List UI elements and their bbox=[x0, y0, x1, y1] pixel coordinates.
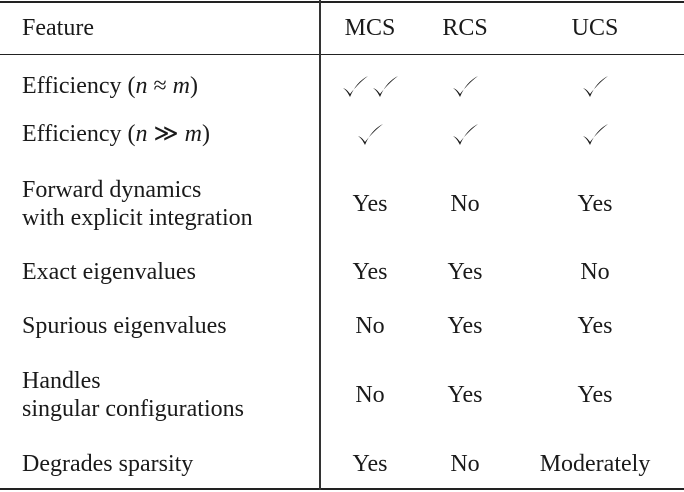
value-cell: Yes bbox=[352, 451, 388, 477]
feature-line: Handles bbox=[22, 368, 101, 394]
feature-line: Exact eigenvalues bbox=[22, 259, 196, 285]
bottom-rule bbox=[0, 488, 684, 490]
top-rule bbox=[0, 1, 684, 3]
feature-cell: Efficiency (n ≫ m) bbox=[22, 120, 210, 148]
value-cell: Moderately bbox=[539, 451, 651, 477]
feature-line: Degrades sparsity bbox=[22, 451, 194, 477]
feature-line: Forward dynamics bbox=[22, 177, 202, 203]
checkmark-icon bbox=[340, 75, 370, 99]
math-variable: m bbox=[184, 121, 202, 147]
column-divider bbox=[319, 0, 321, 490]
checkmark-icon bbox=[580, 75, 610, 99]
value-cell: Yes bbox=[352, 191, 388, 217]
feature-line: with explicit integration bbox=[22, 205, 253, 231]
value-cell: No bbox=[450, 191, 480, 217]
feature-cell: Spurious eigenvalues bbox=[22, 312, 227, 340]
feature-text: ) bbox=[201, 121, 210, 147]
checkmark-icon bbox=[580, 123, 610, 147]
header-mcs: MCS bbox=[344, 15, 396, 41]
feature-cell: Exact eigenvalues bbox=[22, 258, 196, 286]
math-variable: n bbox=[135, 121, 148, 147]
math-variable: n bbox=[135, 73, 148, 99]
header-feature: Feature bbox=[22, 15, 94, 41]
checkmark-icon bbox=[355, 123, 385, 147]
feature-text: Efficiency ( bbox=[22, 73, 136, 99]
feature-text: ≫ bbox=[147, 121, 185, 147]
feature-cell: Handles singular configurations bbox=[22, 367, 244, 423]
value-cell: Yes bbox=[577, 191, 613, 217]
feature-cell: Efficiency (n ≈ m) bbox=[22, 72, 198, 100]
value-cell: No bbox=[450, 451, 480, 477]
feature-cell: Degrades sparsity bbox=[22, 450, 193, 478]
value-cell: No bbox=[355, 313, 385, 339]
check-cell bbox=[580, 72, 610, 100]
value-cell: Yes bbox=[447, 313, 483, 339]
check-cell bbox=[450, 72, 480, 100]
checkmark-icon bbox=[370, 75, 400, 99]
value-cell: Yes bbox=[447, 382, 483, 408]
check-cell bbox=[450, 120, 480, 148]
value-cell: Yes bbox=[577, 382, 613, 408]
check-cell bbox=[580, 120, 610, 148]
feature-cell: Forward dynamics with explicit integratio… bbox=[22, 176, 253, 232]
check-cell bbox=[340, 72, 400, 100]
value-cell: No bbox=[580, 259, 610, 285]
value-cell: Yes bbox=[352, 259, 388, 285]
feature-line: Spurious eigenvalues bbox=[22, 313, 227, 339]
math-variable: m bbox=[172, 73, 191, 99]
value-cell: Yes bbox=[577, 313, 613, 339]
value-cell: Yes bbox=[447, 259, 483, 285]
check-cell bbox=[355, 120, 385, 148]
header-rcs: RCS bbox=[442, 15, 488, 41]
checkmark-icon bbox=[450, 123, 480, 147]
feature-line: singular configurations bbox=[22, 396, 244, 422]
header-rule bbox=[0, 54, 684, 56]
header-ucs: UCS bbox=[571, 15, 619, 41]
checkmark-icon bbox=[450, 75, 480, 99]
feature-text: Efficiency ( bbox=[22, 121, 136, 147]
value-cell: No bbox=[355, 382, 385, 408]
feature-text: ) bbox=[190, 73, 199, 99]
feature-text: ≈ bbox=[147, 73, 173, 99]
